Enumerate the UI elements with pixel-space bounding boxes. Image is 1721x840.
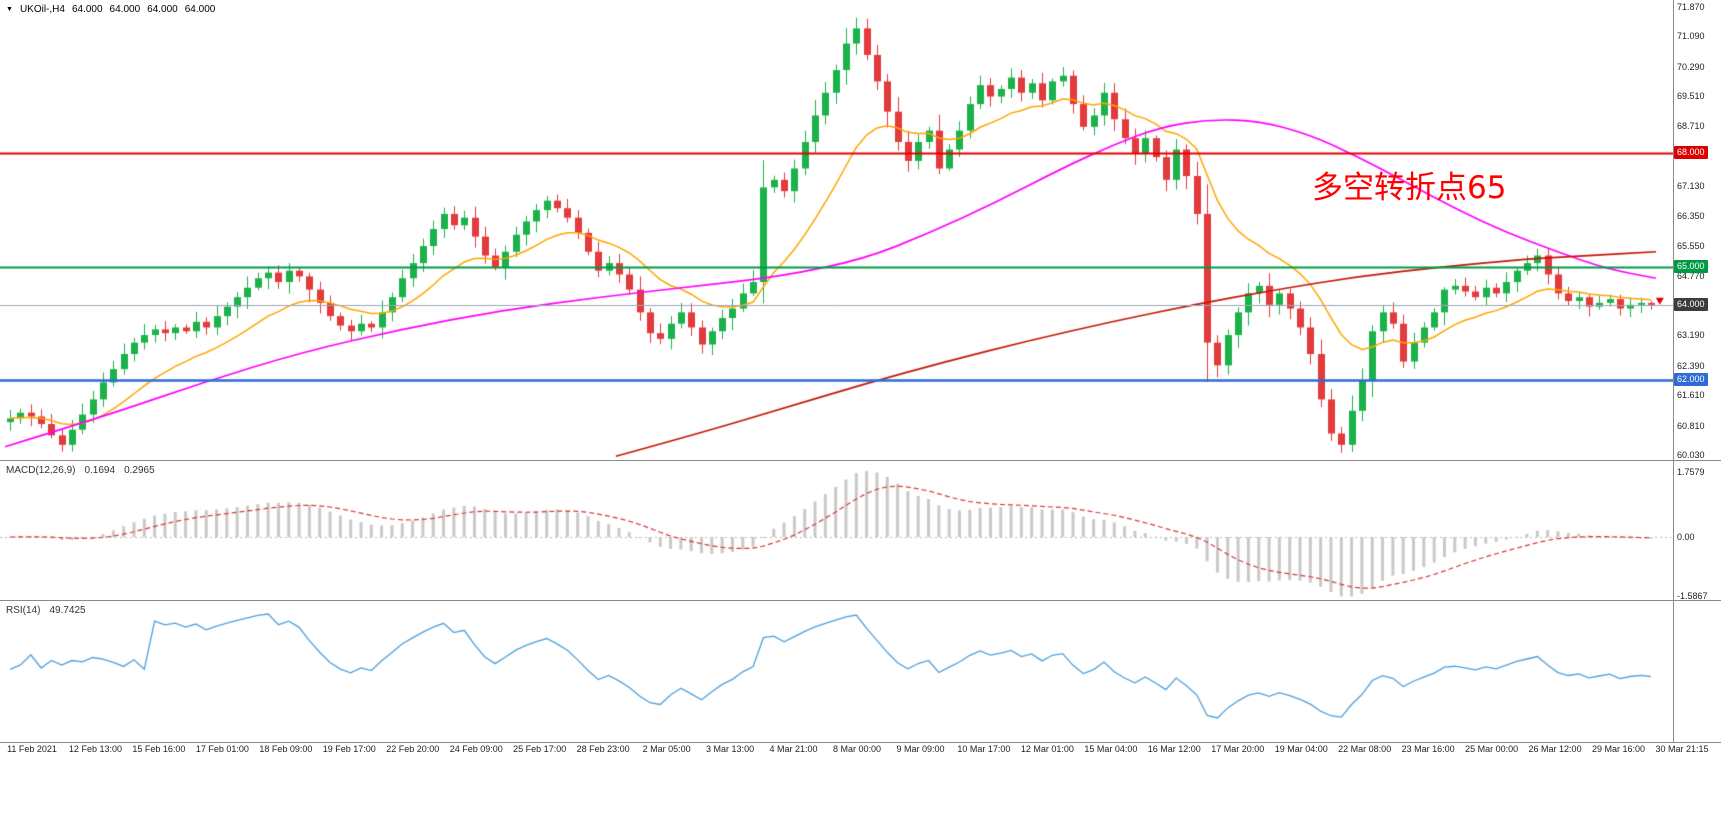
price-tick-label: 64.770 — [1677, 270, 1705, 281]
macd-axis-min-label: -1.5867 — [1677, 590, 1708, 601]
panel-separator[interactable] — [0, 742, 1721, 743]
macd-signal-value: 0.2965 — [124, 465, 155, 476]
time-axis[interactable]: 11 Feb 2021 12 Feb 13:00 15 Feb 16:00 17 Fe… — [0, 744, 1721, 760]
price-tick-label: 60.030 — [1677, 450, 1705, 461]
time-axis-label: 15 Mar 04:00 — [1084, 744, 1138, 754]
price-tick-label: 71.090 — [1677, 31, 1705, 42]
time-axis-label: 19 Feb 17:00 — [322, 744, 376, 754]
price-tick-label: 66.350 — [1677, 210, 1705, 221]
time-axis-label: 4 Mar 21:00 — [769, 744, 818, 754]
time-axis-label: 28 Feb 23:00 — [576, 744, 630, 754]
rsi-label: RSI(14) — [6, 605, 41, 616]
time-axis-label: 25 Feb 17:00 — [513, 744, 567, 754]
time-axis-label: 2 Mar 05:00 — [642, 744, 691, 754]
price-tick-label: 62.390 — [1677, 360, 1705, 371]
price-level-badge: 62.000 — [1674, 373, 1708, 387]
rsi-indicator-canvas[interactable] — [0, 602, 1673, 742]
time-axis-label: 22 Mar 08:00 — [1338, 744, 1392, 754]
price-tick-label: 60.810 — [1677, 420, 1705, 431]
macd-label: MACD(12,26,9) — [6, 465, 76, 476]
price-tick-label: 61.610 — [1677, 390, 1705, 401]
panel-separator[interactable] — [0, 460, 1721, 461]
time-axis-label: 18 Feb 09:00 — [259, 744, 313, 754]
time-axis-label: 30 Mar 21:15 — [1655, 744, 1709, 754]
macd-axis-zero-label: 0.00 — [1677, 532, 1695, 542]
price-tick-label: 68.710 — [1677, 121, 1705, 132]
price-tick-label: 65.550 — [1677, 241, 1705, 252]
price-tick-label: 69.510 — [1677, 91, 1705, 102]
time-axis-label: 29 Mar 16:00 — [1592, 744, 1646, 754]
axis-separator — [1673, 0, 1674, 742]
ohlc-high-value: 64.000 — [109, 4, 141, 15]
macd-main-value: 0.1694 — [84, 465, 116, 476]
symbol-info-bar: ▼ UKOil-,H4 64.000 64.000 64.000 64.000 — [6, 4, 215, 15]
ohlc-low-value: 64.000 — [147, 4, 178, 15]
price-chart-canvas[interactable] — [0, 0, 1673, 460]
macd-label-bar: MACD(12,26,9) 0.1694 0.2965 — [6, 465, 155, 476]
price-tick-label: 70.290 — [1677, 61, 1705, 72]
panel-separator[interactable] — [0, 600, 1721, 601]
time-axis-label: 17 Mar 20:00 — [1211, 744, 1265, 754]
time-axis-label: 12 Mar 01:00 — [1020, 744, 1074, 754]
time-axis-label: 11 Feb 2021 — [7, 744, 57, 754]
time-axis-label: 19 Mar 04:00 — [1274, 744, 1328, 754]
time-axis-label: 26 Mar 12:00 — [1528, 744, 1582, 754]
price-tick-label: 67.130 — [1677, 181, 1705, 192]
ohlc-open-value: 64.000 — [71, 4, 103, 15]
rsi-label-bar: RSI(14) 49.7425 — [6, 605, 86, 616]
chevron-down-icon[interactable]: ▼ — [6, 5, 13, 13]
price-axis[interactable]: 71.870 71.090 70.290 69.510 68.710 67.130 66.3… — [1673, 0, 1721, 460]
chart-annotation-text[interactable]: 多空转折点65 — [1312, 170, 1507, 206]
time-axis-label: 22 Feb 20:00 — [386, 744, 440, 754]
price-tick-label: 63.190 — [1677, 330, 1705, 341]
price-level-badge: 64.000 — [1674, 297, 1708, 311]
time-axis-label: 3 Mar 13:00 — [706, 744, 755, 754]
time-axis-label: 9 Mar 09:00 — [896, 744, 945, 754]
price-tick-label: 71.870 — [1677, 1, 1705, 12]
price-level-badge: 68.000 — [1674, 146, 1708, 160]
symbol-name: UKOil-,H4 — [19, 4, 65, 15]
time-axis-label: 17 Feb 01:00 — [195, 744, 249, 754]
time-axis-label: 23 Mar 16:00 — [1401, 744, 1455, 754]
macd-indicator-canvas[interactable] — [0, 462, 1673, 600]
time-axis-label: 8 Mar 00:00 — [832, 744, 882, 754]
time-axis-label: 10 Mar 17:00 — [957, 744, 1011, 754]
time-axis-label: 12 Feb 13:00 — [68, 744, 122, 754]
macd-axis-max-label: 1.7579 — [1677, 467, 1705, 478]
time-axis-label: 16 Mar 12:00 — [1147, 744, 1201, 754]
rsi-value: 49.7425 — [49, 605, 86, 616]
ohlc-close-value: 64.000 — [184, 4, 216, 15]
time-axis-label: 25 Mar 00:00 — [1465, 744, 1519, 754]
time-axis-label: 24 Feb 09:00 — [449, 744, 503, 754]
price-level-badge: 65.000 — [1674, 259, 1708, 273]
time-axis-label: 15 Feb 16:00 — [132, 744, 186, 754]
